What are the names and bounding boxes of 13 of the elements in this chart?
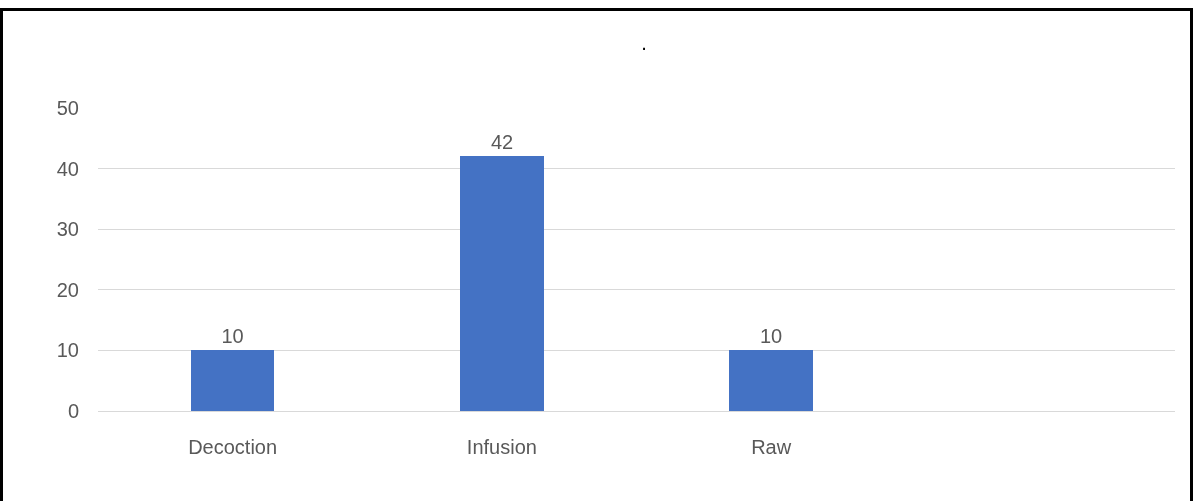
data-label: 10 xyxy=(221,325,244,347)
y-tick-label: 30 xyxy=(56,218,79,241)
y-tick-label: 20 xyxy=(56,278,79,301)
data-label: 42 xyxy=(490,131,514,153)
y-tick-label: 40 xyxy=(56,157,79,180)
y-tick-label: 10 xyxy=(56,339,79,362)
y-tick-label: 50 xyxy=(56,97,79,119)
data-label: 10 xyxy=(759,325,783,347)
x-tick-label: Infusion xyxy=(466,436,537,458)
x-tick-label: Decoction xyxy=(188,436,278,458)
y-tick-label: 0 xyxy=(67,400,79,422)
x-tick-label: Raw xyxy=(751,436,792,458)
chart-title: . xyxy=(641,32,647,55)
